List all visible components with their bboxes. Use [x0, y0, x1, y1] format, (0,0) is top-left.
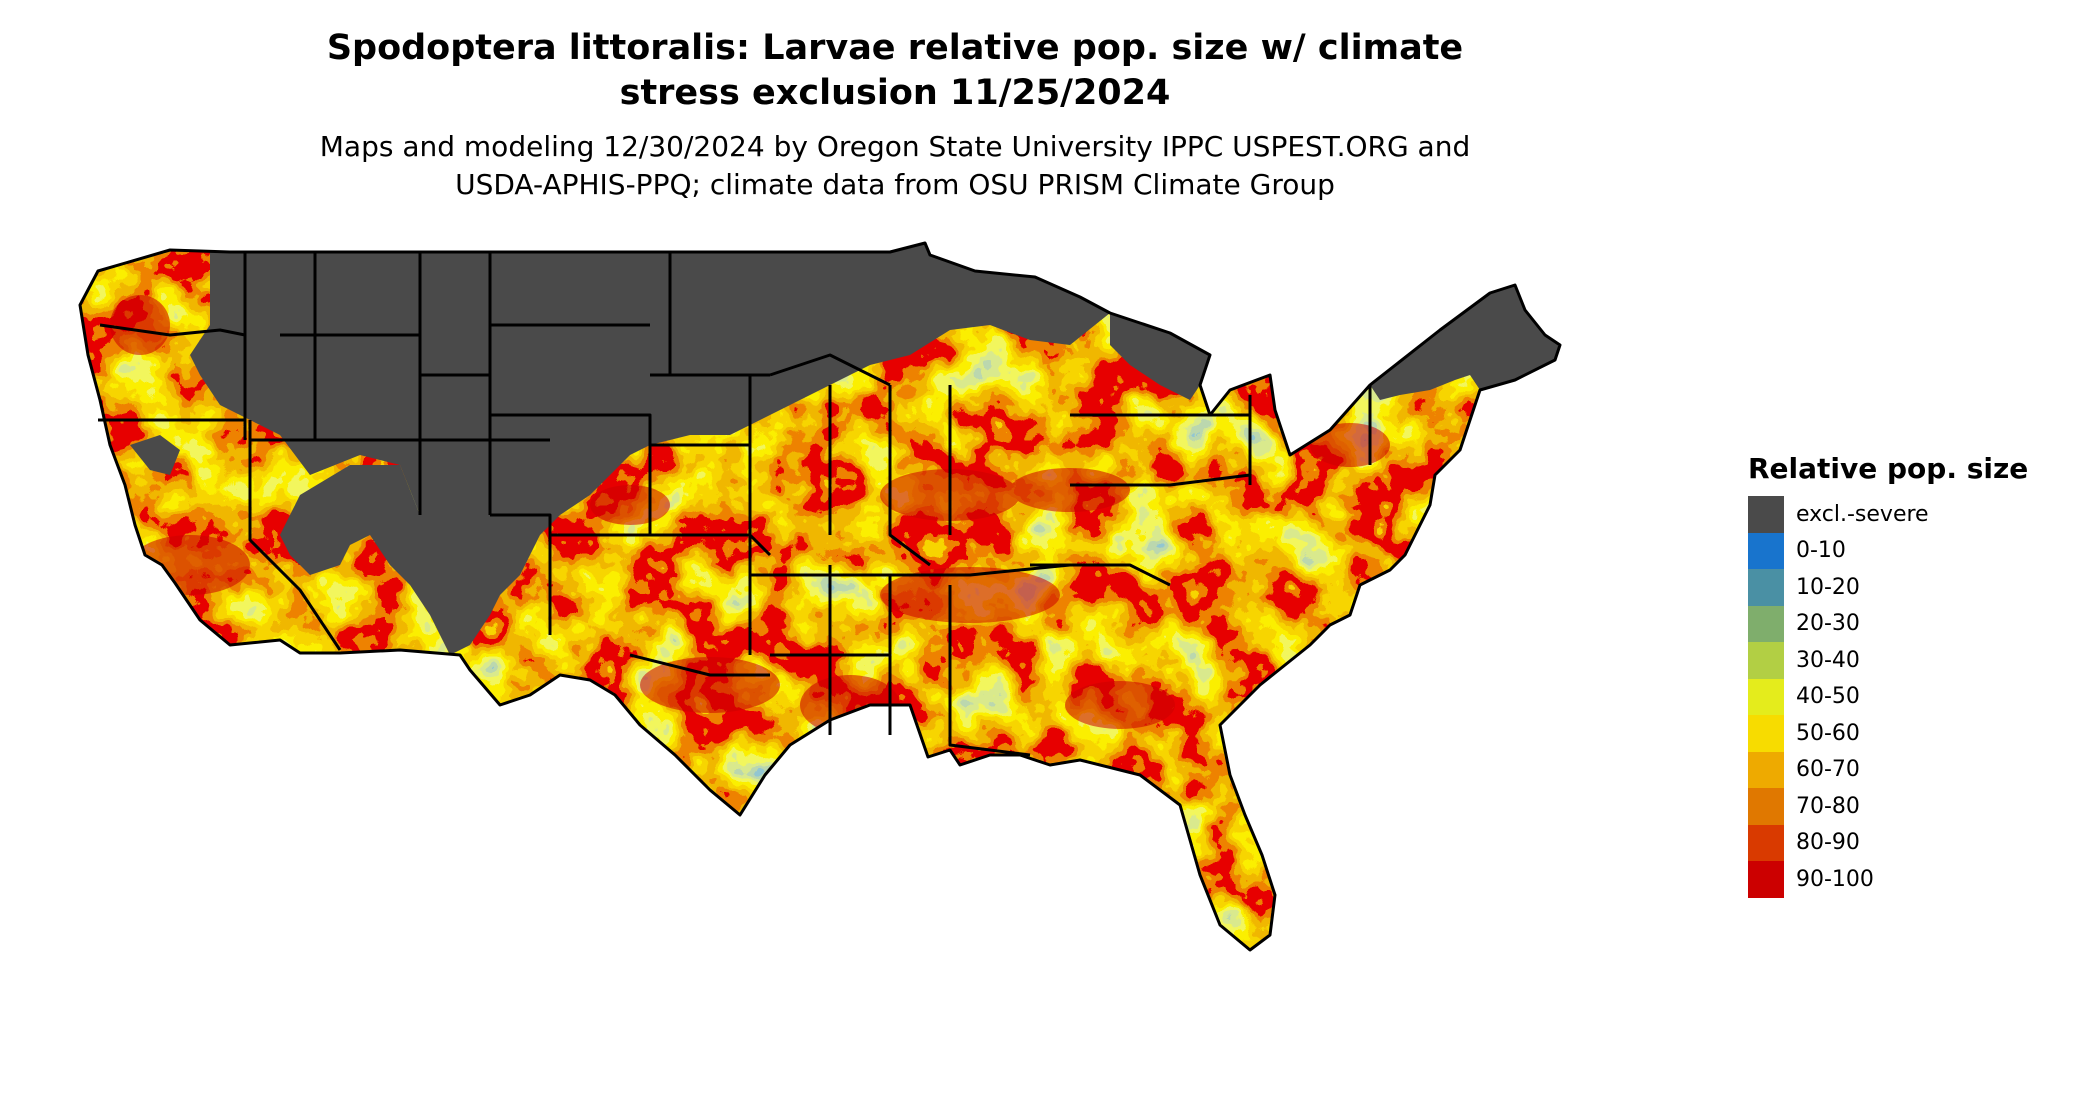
map-raster — [80, 243, 1560, 950]
excluded-great-plains — [280, 243, 1110, 655]
legend-label: 0-10 — [1796, 538, 1846, 564]
subtitle-line-1: Maps and modeling 12/30/2024 by Oregon S… — [319, 130, 1471, 163]
excluded-northern-rockies — [190, 252, 490, 515]
legend-label: 50-60 — [1796, 720, 1860, 746]
border-tx-ok — [629, 653, 770, 677]
hotspot-mid-atlantic — [1310, 423, 1390, 467]
hotspot-california — [130, 535, 250, 595]
legend-label: 40-50 — [1796, 684, 1860, 710]
legend-swatch — [1748, 496, 1784, 533]
excluded-nevada-patch — [130, 435, 180, 475]
title-line-2: stress exclusion 11/25/2024 — [619, 73, 1171, 113]
legend-swatch — [1748, 788, 1784, 825]
legend-swatch — [1748, 751, 1784, 788]
legend-label: 90-100 — [1796, 866, 1874, 892]
legend-item: 10-20 — [1748, 569, 2068, 606]
hotspot-tennessee — [880, 567, 1060, 623]
border-va-md — [1070, 473, 1251, 487]
hotspot-kansas — [590, 485, 670, 525]
legend-swatch — [1748, 605, 1784, 642]
legend-label: excl.-severe — [1796, 501, 1929, 527]
title-line-1: Spodoptera littoralis: Larvae relative p… — [326, 28, 1464, 68]
hotspot-texas-central — [640, 657, 780, 713]
legend-label: 20-30 — [1796, 611, 1860, 637]
hotspot-georgia — [1065, 681, 1175, 729]
legend-item: 70-80 — [1748, 788, 2068, 825]
border-nc-sc — [1030, 563, 1171, 587]
state-boundaries — [78, 241, 1562, 952]
excluded-upper-great-lakes — [1110, 313, 1210, 400]
border-wi-il — [769, 353, 891, 387]
legend-swatch — [1748, 569, 1784, 606]
border-nv-ca — [248, 420, 342, 651]
subtitle-line-2: USDA-APHIS-PPQ; climate data from OSU PR… — [455, 168, 1335, 201]
border-sd-ne — [490, 413, 652, 535]
us-map-svg — [78, 241, 1562, 952]
hotspot-appalachia — [1010, 468, 1130, 512]
excluded-new-england — [1370, 285, 1560, 400]
legend-label: 80-90 — [1796, 830, 1860, 856]
legend-item: 50-60 — [1748, 715, 2068, 752]
border-in-oh — [888, 385, 931, 567]
legend-label: 60-70 — [1796, 757, 1860, 783]
legend-item: 40-50 — [1748, 678, 2068, 715]
legend-item: 20-30 — [1748, 605, 2068, 642]
border-tn-ky — [750, 563, 1071, 577]
legend-label: 30-40 — [1796, 647, 1860, 673]
us-map — [70, 235, 1730, 1115]
legend-swatch — [1748, 532, 1784, 569]
legend-item: excl.-severe — [1748, 496, 2068, 533]
legend-label: 10-20 — [1796, 574, 1860, 600]
legend-item: 80-90 — [1748, 824, 2068, 861]
legend-swatch — [1748, 642, 1784, 679]
legend: Relative pop. size excl.-severe 0-10 10-20… — [1748, 452, 2068, 898]
excluded-zones — [130, 243, 1560, 655]
legend-item: 0-10 — [1748, 532, 2068, 569]
border-wa-or — [99, 323, 246, 337]
border-co-nm — [490, 513, 552, 635]
legend-swatch — [1748, 824, 1784, 861]
legend-title: Relative pop. size — [1748, 452, 2029, 485]
legend-item: 90-100 — [1748, 861, 2068, 898]
legend-swatch — [1748, 861, 1784, 898]
border-ga-fl — [948, 585, 1031, 757]
legend-swatch — [1748, 678, 1784, 715]
legend-label: 70-80 — [1796, 793, 1860, 819]
hotspot-oregon — [110, 295, 170, 355]
legend-item: 30-40 — [1748, 642, 2068, 679]
legend-item: 60-70 — [1748, 751, 2068, 788]
legend-swatch — [1748, 715, 1784, 752]
legend-items: excl.-severe 0-10 10-20 20-30 30-40 40-50 50-6… — [1748, 496, 2068, 898]
